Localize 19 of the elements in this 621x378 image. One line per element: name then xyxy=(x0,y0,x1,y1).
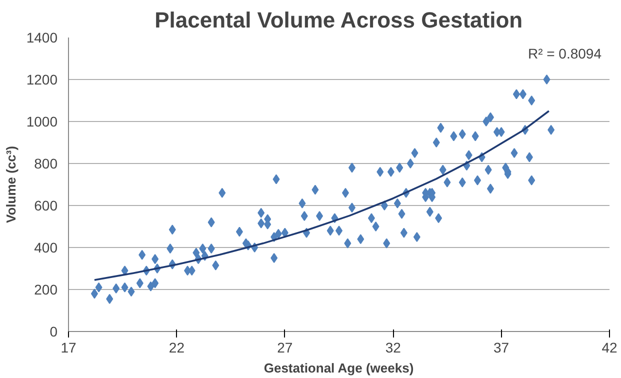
x-tick-label: 37 xyxy=(494,340,510,356)
y-tick-label: 400 xyxy=(34,240,58,256)
x-tick-label: 42 xyxy=(602,340,618,356)
x-axis-title: Gestational Age (weeks) xyxy=(264,360,414,376)
y-tick-label: 0 xyxy=(50,324,58,340)
chart-title: Placental Volume Across Gestation xyxy=(154,8,523,32)
x-tick-label: 17 xyxy=(60,340,76,356)
y-tick-label: 1400 xyxy=(26,30,58,46)
y-tick-label: 200 xyxy=(34,282,58,298)
y-tick-label: 1000 xyxy=(26,114,58,130)
x-tick-label: 27 xyxy=(277,340,293,356)
y-tick-label: 600 xyxy=(34,198,58,214)
x-tick-label: 22 xyxy=(168,340,185,356)
line-series xyxy=(94,110,550,281)
x-tick-label: 32 xyxy=(385,340,402,356)
y-tick-label: 1200 xyxy=(26,72,58,88)
annotation: R² = 0.8094 xyxy=(528,46,602,62)
y-axis-title: Volume (cc³) xyxy=(3,146,18,224)
y-tick-label: 800 xyxy=(34,156,58,172)
